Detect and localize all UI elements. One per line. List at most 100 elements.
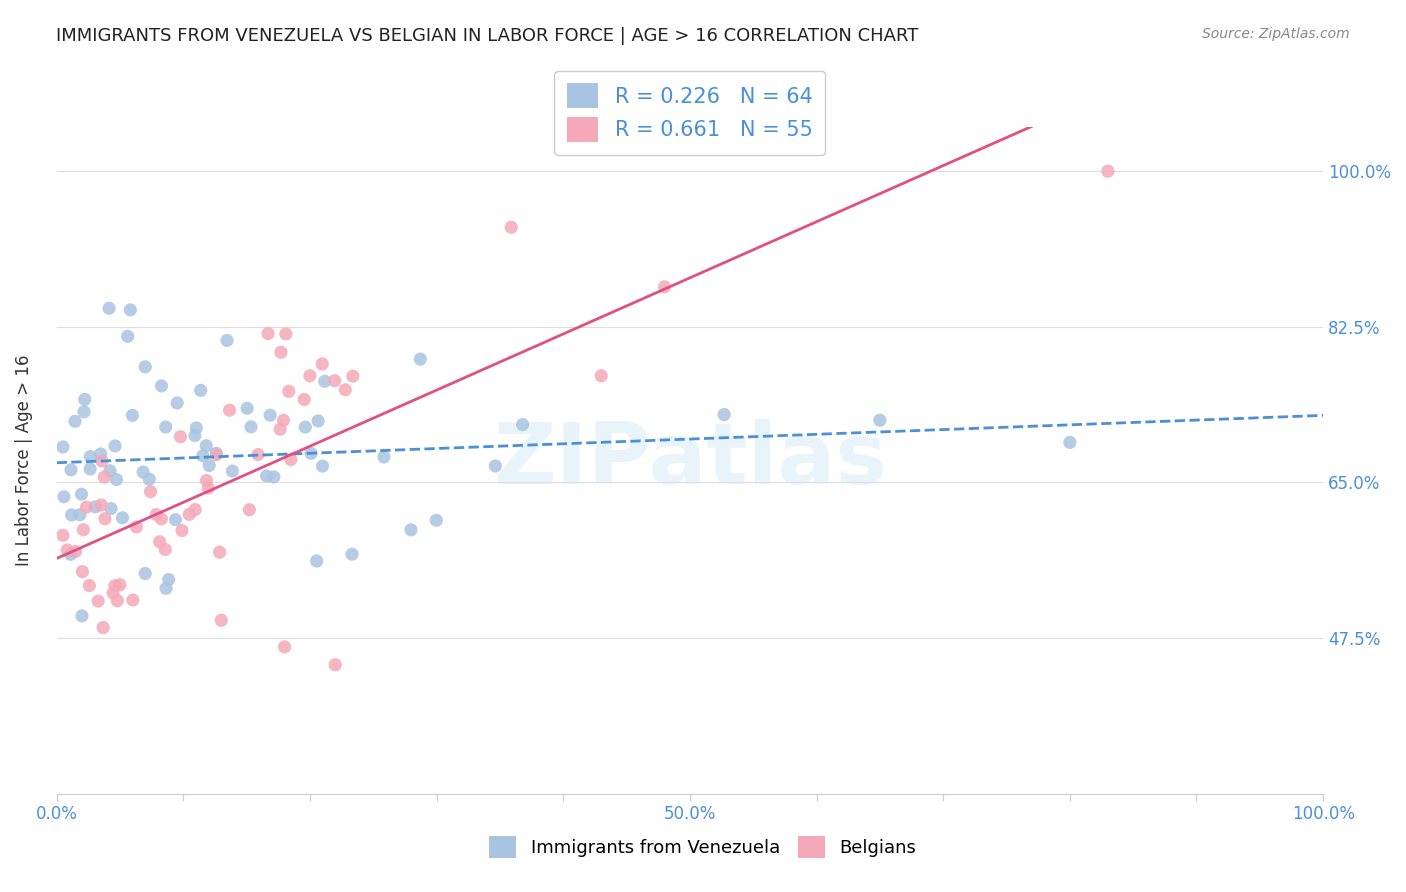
Point: [60, 508, 83, 522]
Point: [654, 280, 676, 294]
Point: [132, 465, 155, 479]
Point: [100, 501, 122, 516]
Point: [70, 487, 93, 501]
Point: [165, 513, 187, 527]
Point: [108, 578, 131, 592]
Y-axis label: In Labor Force | Age > 16: In Labor Force | Age > 16: [15, 354, 32, 566]
Point: [1059, 435, 1081, 450]
Point: [104, 439, 127, 453]
Point: [79, 450, 101, 464]
Point: [190, 384, 212, 398]
Point: [121, 409, 143, 423]
Point: [52, 440, 75, 454]
Point: [340, 547, 363, 561]
Point: [311, 458, 333, 473]
Point: [170, 524, 193, 538]
Point: [166, 396, 188, 410]
Point: [76, 500, 98, 514]
Point: [425, 513, 447, 527]
Point: [139, 484, 162, 499]
Point: [269, 422, 291, 436]
Point: [150, 512, 173, 526]
Point: [93, 470, 115, 484]
Point: [292, 392, 315, 407]
Point: [512, 417, 534, 432]
Point: [314, 374, 336, 388]
Point: [149, 534, 172, 549]
Point: [208, 545, 231, 559]
Point: [79, 578, 101, 592]
Point: [299, 446, 322, 460]
Point: [373, 450, 395, 464]
Point: [311, 357, 333, 371]
Point: [56, 543, 79, 558]
Point: [236, 401, 259, 416]
Point: [169, 430, 191, 444]
Point: [591, 368, 613, 383]
Point: [501, 220, 523, 235]
Point: [257, 326, 280, 341]
Text: ZIPatlas: ZIPatlas: [494, 418, 887, 501]
Point: [238, 502, 260, 516]
Point: [198, 458, 221, 473]
Point: [484, 458, 506, 473]
Point: [270, 345, 292, 359]
Point: [157, 573, 180, 587]
Point: [155, 582, 177, 596]
Point: [73, 392, 96, 407]
Point: [713, 408, 735, 422]
Point: [94, 512, 117, 526]
Point: [323, 374, 346, 388]
Point: [294, 420, 316, 434]
Point: [298, 368, 321, 383]
Point: [98, 464, 121, 478]
Point: [101, 586, 124, 600]
Point: [191, 449, 214, 463]
Point: [247, 448, 270, 462]
Point: [195, 439, 218, 453]
Legend: R = 0.226   N = 64, R = 0.661   N = 55: R = 0.226 N = 64, R = 0.661 N = 55: [554, 70, 825, 154]
Point: [259, 408, 281, 422]
Text: Source: ZipAtlas.com: Source: ZipAtlas.com: [1202, 27, 1350, 41]
Point: [90, 447, 112, 461]
Point: [240, 420, 263, 434]
Point: [90, 498, 112, 512]
Point: [145, 508, 167, 522]
Point: [179, 508, 201, 522]
Point: [52, 490, 75, 504]
Point: [138, 472, 160, 486]
Legend: Immigrants from Venezuela, Belgians: Immigrants from Venezuela, Belgians: [482, 829, 924, 865]
Point: [186, 421, 208, 435]
Point: [134, 566, 156, 581]
Point: [1097, 164, 1119, 178]
Point: [209, 613, 232, 627]
Point: [323, 657, 346, 672]
Point: [52, 528, 75, 542]
Point: [155, 420, 177, 434]
Point: [117, 329, 139, 343]
Point: [98, 301, 121, 316]
Point: [218, 403, 240, 417]
Point: [73, 405, 96, 419]
Point: [335, 383, 357, 397]
Point: [65, 544, 87, 558]
Point: [134, 359, 156, 374]
Point: [205, 446, 228, 460]
Point: [399, 523, 422, 537]
Point: [305, 554, 328, 568]
Point: [184, 428, 207, 442]
Point: [280, 452, 302, 467]
Point: [63, 414, 86, 428]
Point: [70, 608, 93, 623]
Point: [125, 520, 148, 534]
Point: [105, 473, 128, 487]
Text: IMMIGRANTS FROM VENEZUELA VS BELGIAN IN LABOR FORCE | AGE > 16 CORRELATION CHART: IMMIGRANTS FROM VENEZUELA VS BELGIAN IN …: [56, 27, 918, 45]
Point: [72, 565, 94, 579]
Point: [60, 463, 83, 477]
Point: [342, 369, 364, 384]
Point: [274, 326, 297, 341]
Point: [122, 593, 145, 607]
Point: [72, 523, 94, 537]
Point: [195, 474, 218, 488]
Point: [59, 547, 82, 561]
